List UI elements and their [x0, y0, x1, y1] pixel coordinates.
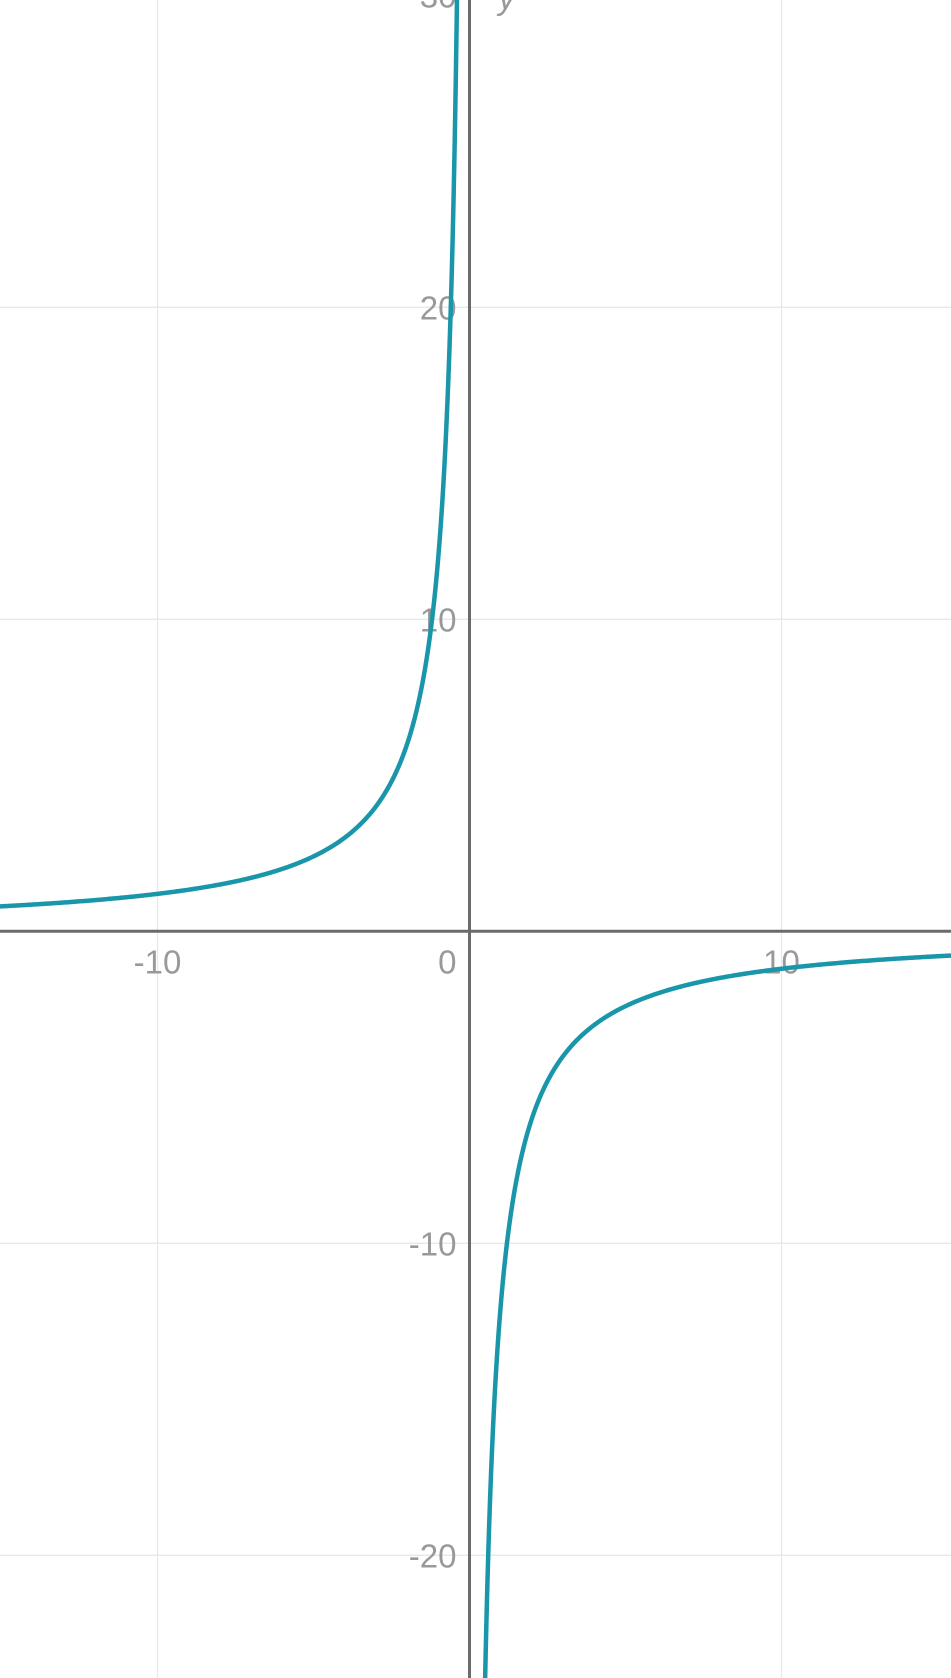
- svg-text:0: 0: [438, 943, 456, 980]
- svg-text:10: 10: [763, 943, 800, 980]
- svg-text:y: y: [497, 0, 518, 16]
- svg-text:-10: -10: [409, 1225, 457, 1262]
- svg-text:30: 30: [420, 0, 457, 14]
- svg-text:-20: -20: [409, 1537, 457, 1574]
- svg-text:-10: -10: [134, 943, 182, 980]
- svg-text:10: 10: [420, 601, 457, 638]
